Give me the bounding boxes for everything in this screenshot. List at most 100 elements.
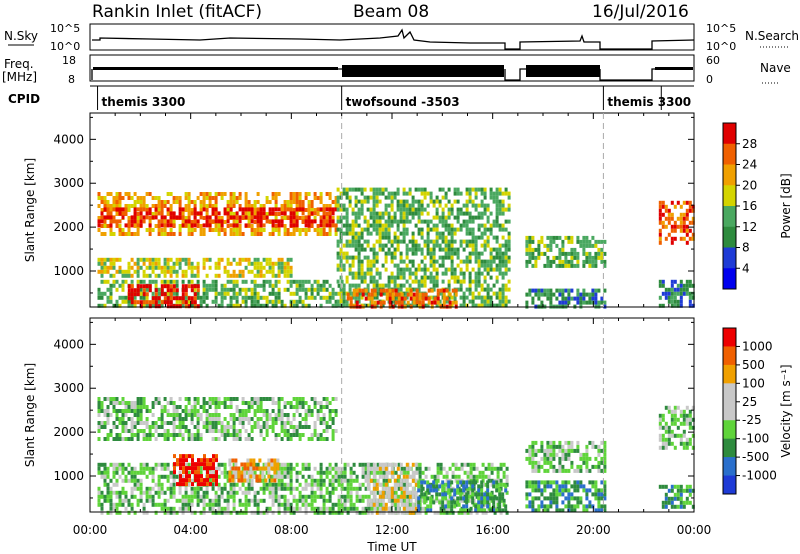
heatmap-cell	[163, 261, 167, 266]
heatmap-cell	[364, 494, 368, 499]
heatmap-cell	[274, 207, 278, 212]
heatmap-cell	[256, 299, 260, 304]
heatmap-cell	[118, 417, 122, 421]
heatmap-cell	[502, 502, 506, 507]
heatmap-cell	[423, 195, 427, 200]
heatmap-cell	[238, 219, 242, 224]
heatmap-cell	[507, 247, 511, 252]
heatmap-cell	[154, 261, 158, 266]
heatmap-cell	[166, 474, 170, 479]
heatmap-cell	[372, 227, 376, 232]
heatmap-cell	[190, 269, 194, 274]
heatmap-cell	[343, 470, 347, 475]
heatmap-cell	[540, 288, 544, 293]
heatmap-cell	[182, 478, 185, 483]
heatmap-cell	[396, 223, 400, 228]
heatmap-cell	[262, 273, 266, 278]
heatmap-cell	[679, 216, 683, 221]
heatmap-cell	[295, 405, 299, 409]
heatmap-cell	[234, 470, 238, 475]
heatmap-cell	[313, 506, 317, 511]
heatmap-cell	[145, 425, 149, 429]
heatmap-cell	[286, 401, 290, 405]
heatmap-cell	[106, 421, 110, 425]
heatmap-cell	[463, 462, 467, 467]
heatmap-cell	[688, 220, 692, 225]
heatmap-cell	[121, 498, 125, 503]
heatmap-cell	[454, 478, 458, 483]
heatmap-cell	[283, 224, 287, 228]
heatmap-cell	[160, 433, 164, 437]
heatmap-cell	[193, 433, 197, 437]
heatmap-cell	[166, 433, 170, 437]
heatmap-cell	[496, 470, 500, 475]
heatmap-cell	[283, 498, 287, 503]
heatmap-cell	[223, 417, 227, 421]
heatmap-cell	[445, 288, 449, 293]
heatmap-cell	[498, 251, 502, 256]
station-title: Rankin Inlet (fitACF)	[92, 2, 263, 22]
heatmap-cell	[423, 283, 427, 288]
heatmap-cell	[228, 470, 232, 475]
heatmap-cell	[121, 207, 125, 212]
heatmap-cell	[133, 474, 137, 479]
heatmap-cell	[160, 232, 164, 236]
heatmap-cell	[172, 401, 176, 405]
heatmap-cell	[384, 502, 388, 507]
heatmap-cell	[154, 502, 158, 507]
heatmap-cell	[199, 486, 203, 491]
heatmap-cell	[232, 269, 236, 274]
heatmap-cell	[112, 261, 116, 266]
heatmap-cell	[313, 510, 317, 515]
heatmap-cell	[390, 494, 394, 499]
freq-label: Freq.	[4, 57, 34, 71]
heatmap-cell	[148, 220, 152, 224]
heatmap-cell	[169, 304, 173, 309]
heatmap-cell	[319, 474, 323, 479]
heatmap-cell	[298, 207, 302, 212]
heatmap-cell	[178, 215, 182, 220]
heatmap-cell	[130, 223, 134, 228]
heatmap-cell	[142, 300, 146, 305]
heatmap-cell	[348, 267, 352, 272]
heatmap-cell	[145, 462, 149, 467]
heatmap-cell	[235, 303, 239, 308]
heatmap-cell	[502, 482, 506, 487]
heatmap-cell	[489, 231, 493, 236]
heatmap-cell	[375, 211, 379, 216]
heatmap-cell	[130, 303, 134, 308]
heatmap-cell	[145, 215, 149, 220]
heatmap-cell	[426, 227, 430, 232]
heatmap-cell	[211, 425, 215, 429]
heatmap-cell	[124, 425, 128, 429]
heatmap-cell	[217, 498, 221, 503]
heatmap-cell	[676, 216, 680, 221]
heatmap-cell	[226, 303, 230, 308]
heatmap-cell	[363, 279, 367, 284]
heatmap-cell	[118, 224, 122, 228]
heatmap-cell	[112, 482, 116, 487]
heatmap-cell	[286, 287, 290, 292]
heatmap-cell	[286, 486, 290, 491]
heatmap-cell	[688, 279, 692, 284]
heatmap-cell	[679, 287, 683, 292]
heatmap-cell	[402, 275, 406, 280]
heatmap-cell	[549, 243, 553, 248]
heatmap-cell	[292, 219, 296, 224]
heatmap-cell	[417, 207, 421, 212]
heatmap-cell	[271, 425, 275, 429]
heatmap-cell	[336, 219, 340, 224]
heatmap-cell	[483, 227, 487, 232]
heatmap-cell	[658, 228, 662, 233]
heatmap-cell	[169, 482, 173, 487]
heatmap-cell	[456, 199, 460, 204]
heatmap-cell	[286, 265, 290, 270]
heatmap-cell	[477, 283, 481, 288]
heatmap-cell	[200, 462, 203, 467]
heatmap-cell	[469, 490, 473, 495]
heatmap-cell	[342, 203, 346, 208]
heatmap-cell	[307, 204, 311, 208]
heatmap-cell	[202, 223, 206, 228]
heatmap-cell	[465, 239, 469, 244]
heatmap-cell	[366, 223, 370, 228]
